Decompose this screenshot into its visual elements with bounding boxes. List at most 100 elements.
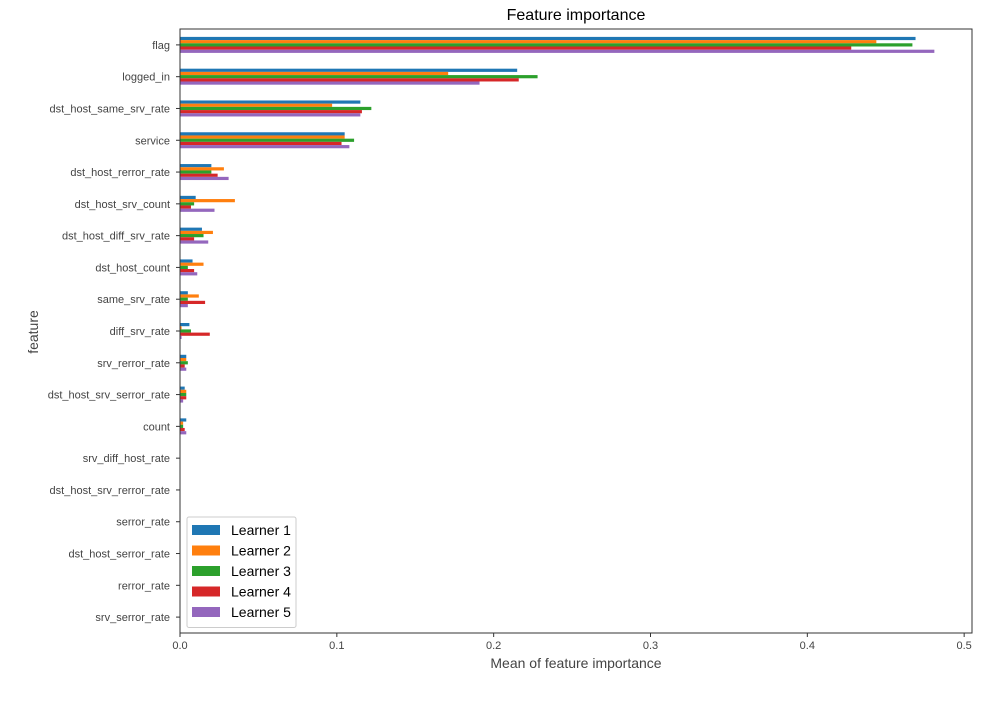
category-label: serror_rate (116, 517, 170, 529)
bar (180, 103, 333, 107)
bar (180, 205, 191, 209)
bar (180, 300, 206, 305)
bar (180, 68, 518, 72)
bar (180, 332, 210, 336)
bar (180, 262, 204, 266)
category-label: srv_rerror_rate (97, 358, 170, 370)
bar (180, 431, 187, 435)
bar (180, 106, 372, 111)
bar (180, 164, 212, 168)
category-label: dst_host_count (95, 262, 170, 274)
legend-label: Learner 4 (231, 584, 291, 600)
bar (180, 329, 191, 333)
legend-swatch (192, 566, 220, 576)
category-label: rerror_rate (118, 580, 170, 592)
category-label: service (135, 135, 170, 147)
bar (180, 297, 188, 301)
legend-label: Learner 1 (231, 522, 291, 538)
bar (180, 81, 480, 85)
bar (180, 367, 187, 371)
bar (180, 145, 350, 149)
bar (180, 326, 182, 330)
bar (180, 237, 195, 241)
plot-layer: 0.0 0.1 0.2 0.3 0.4 0.5 flag logged_in dst_host_… (48, 36, 972, 652)
x-tick-label: 0.4 (800, 640, 815, 652)
bar (180, 294, 199, 298)
bar (180, 361, 188, 365)
bar (180, 265, 188, 270)
legend-swatch (192, 586, 220, 597)
bar (180, 110, 362, 114)
bar (180, 176, 229, 181)
bar (180, 272, 198, 276)
bar (180, 396, 187, 400)
bar (180, 357, 187, 362)
category-label: diff_srv_rate (110, 326, 170, 338)
category-label: dst_host_diff_srv_rate (62, 231, 170, 243)
bar (180, 208, 215, 212)
bar (180, 389, 187, 393)
bar (180, 354, 187, 358)
bar (180, 46, 852, 50)
category-label: logged_in (122, 72, 170, 84)
bar (180, 386, 185, 390)
legend-swatch (192, 607, 220, 617)
category-label: dst_host_same_srv_rate (50, 103, 170, 115)
bar (180, 234, 204, 238)
x-tick-label: 0.2 (486, 640, 501, 652)
bar (180, 170, 212, 174)
category-label: flag (152, 40, 170, 52)
category-label: dst_host_serror_rate (69, 549, 171, 561)
legend-label: Learner 2 (231, 543, 291, 559)
bar (180, 240, 209, 244)
bar (180, 259, 193, 263)
bar (180, 78, 519, 82)
bar (180, 141, 342, 146)
bar (180, 135, 345, 139)
bar (180, 427, 185, 432)
bar (180, 75, 538, 79)
bar (180, 418, 187, 422)
x-tick-label: 0.3 (643, 640, 658, 652)
bar (180, 113, 361, 117)
bar (180, 421, 184, 425)
category-label: dst_host_srv_count (75, 199, 170, 211)
bar (180, 71, 449, 76)
legend-label: Learner 5 (231, 604, 291, 620)
bar (180, 100, 361, 104)
x-tick-label: 0.5 (957, 640, 972, 652)
bar (180, 195, 196, 200)
bar (180, 132, 345, 136)
bar (180, 138, 355, 142)
bar (180, 199, 235, 203)
legend-swatch (192, 545, 220, 556)
bar (180, 364, 185, 368)
legend-label: Learner 3 (231, 563, 291, 579)
x-tick-label: 0.1 (329, 640, 344, 652)
bar (180, 49, 935, 53)
bar (180, 230, 213, 235)
y-axis-label: feature (25, 310, 41, 354)
bar (180, 399, 184, 403)
bar (180, 173, 218, 177)
category-label: srv_serror_rate (95, 612, 170, 624)
bar (180, 202, 195, 206)
bar (180, 335, 182, 339)
legend-box (186, 516, 297, 628)
x-tick-label: 0.0 (172, 640, 187, 652)
bar (180, 323, 190, 327)
category-label: dst_host_srv_rerror_rate (50, 485, 170, 497)
bar (180, 40, 877, 44)
bar (180, 167, 224, 171)
bar (180, 304, 188, 308)
category-label: dst_host_srv_serror_rate (48, 390, 170, 402)
x-axis-label: Mean of feature importance (490, 655, 661, 671)
bar (180, 291, 188, 295)
legend-swatch (192, 525, 220, 535)
chart-title: Feature importance (507, 7, 646, 24)
category-label: dst_host_rerror_rate (70, 167, 170, 179)
bar (180, 227, 202, 231)
